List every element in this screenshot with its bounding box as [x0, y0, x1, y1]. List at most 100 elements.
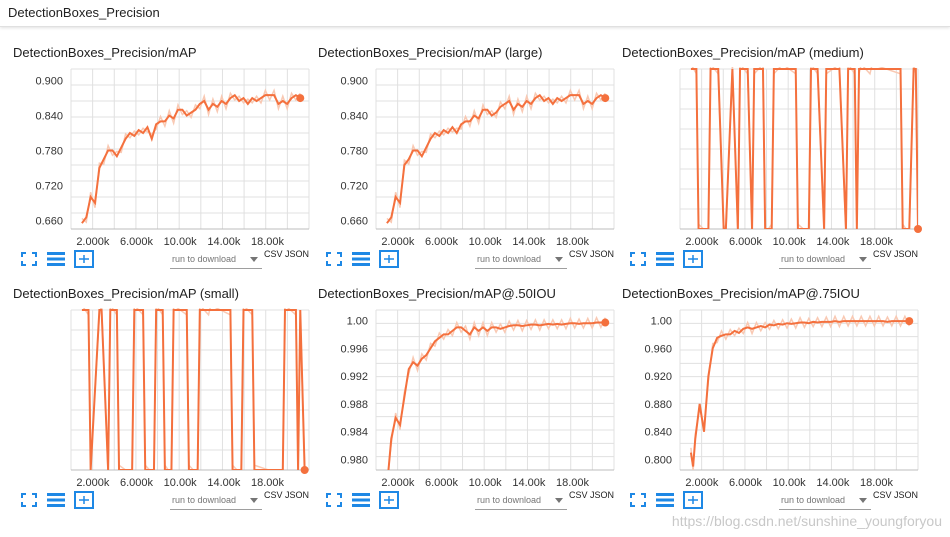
download-run-select[interactable]: run to download — [170, 248, 262, 269]
toggle-y-log-icon[interactable] — [351, 491, 371, 509]
x-tick-label: 6.000k — [729, 236, 763, 248]
fullscreen-icon[interactable] — [19, 491, 39, 509]
chart-svg: 2.000k 6.000k 10.00k 14.00k 18.00k — [70, 308, 310, 489]
chart-svg: 2.000k 6.000k 10.00k 14.00k 18.00k — [679, 67, 922, 248]
series-end-point — [296, 94, 305, 103]
x-tick-label: 10.00k — [469, 477, 503, 489]
toggle-y-log-icon[interactable] — [46, 250, 66, 268]
card-toolbar: run to download CSV JSON — [622, 485, 922, 515]
y-tick-label: 0.960 — [644, 343, 672, 355]
chart-title: DetectionBoxes_Precision/mAP (large) — [318, 45, 543, 60]
y-tick-label: 0.660 — [35, 215, 63, 227]
toggle-y-log-icon[interactable] — [655, 250, 675, 268]
x-tick-label: 10.00k — [164, 477, 198, 489]
download-run-select[interactable]: run to download — [170, 489, 262, 510]
x-tick-label: 14.00k — [816, 477, 850, 489]
chart-svg: 1.00 0.996 0.992 0.988 0.984 0.980 2.000k 6.000… — [340, 309, 615, 489]
x-tick-label: 18.00k — [556, 236, 590, 248]
csv-link[interactable]: CSV — [569, 490, 588, 500]
x-tick-label: 10.00k — [773, 477, 807, 489]
json-link[interactable]: JSON — [590, 490, 615, 500]
download-run-select[interactable]: run to download — [779, 248, 871, 269]
y-tick-label: 0.780 — [35, 145, 63, 157]
csv-link[interactable]: CSV — [264, 249, 283, 259]
x-tick-label: 14.00k — [816, 236, 850, 248]
x-tick-label: 18.00k — [556, 477, 590, 489]
x-tick-label: 6.000k — [729, 477, 763, 489]
series-line — [690, 68, 918, 229]
y-tick-label: 0.920 — [644, 371, 672, 383]
y-tick-label: 1.00 — [651, 315, 672, 327]
card-toolbar: run to download CSV JSON — [13, 485, 313, 515]
x-tick-label: 10.00k — [164, 236, 198, 248]
y-tick-label: 0.980 — [340, 455, 368, 467]
fullscreen-icon[interactable] — [628, 491, 648, 509]
fullscreen-icon[interactable] — [628, 250, 648, 268]
chart-svg: 1.00 0.960 0.920 0.880 0.840 0.800 2.000k 6.000… — [644, 309, 919, 489]
watermark: https://blog.csdn.net/sunshine_youngfory… — [671, 513, 942, 529]
json-link[interactable]: JSON — [285, 490, 310, 500]
chevron-down-icon — [250, 498, 258, 503]
chart-card-map-medium: DetectionBoxes_Precision/mAP (medium) 2.… — [622, 45, 922, 275]
y-tick-label: 0.800 — [644, 455, 672, 467]
y-tick-label: 0.988 — [340, 399, 368, 411]
fit-domain-icon[interactable] — [74, 250, 94, 268]
series-line — [689, 320, 910, 467]
download-placeholder: run to download — [477, 495, 542, 505]
x-tick-label: 10.00k — [773, 236, 807, 248]
x-tick-label: 6.000k — [425, 477, 459, 489]
download-placeholder: run to download — [781, 254, 846, 264]
json-link[interactable]: JSON — [894, 249, 919, 259]
fullscreen-icon[interactable] — [19, 250, 39, 268]
fit-domain-icon[interactable] — [379, 250, 399, 268]
y-tick-label: 0.780 — [340, 145, 368, 157]
chart-title: DetectionBoxes_Precision/mAP@.75IOU — [622, 286, 860, 301]
chevron-down-icon — [555, 257, 563, 262]
series-line — [81, 93, 301, 224]
csv-link[interactable]: CSV — [264, 490, 283, 500]
y-tick-label: 0.840 — [644, 427, 672, 439]
chevron-down-icon — [859, 257, 867, 262]
download-run-select[interactable]: run to download — [475, 248, 567, 269]
series-line — [386, 93, 606, 224]
y-tick-label: 1.00 — [347, 315, 368, 327]
fullscreen-icon[interactable] — [324, 250, 344, 268]
csv-link[interactable]: CSV — [873, 249, 892, 259]
y-tick-label: 0.984 — [340, 427, 368, 439]
x-tick-label: 2.000k — [685, 477, 719, 489]
x-tick-label: 2.000k — [685, 236, 719, 248]
x-tick-label: 14.00k — [207, 236, 241, 248]
series-end-point — [914, 225, 922, 233]
download-run-select[interactable]: run to download — [475, 489, 567, 510]
series-line — [387, 321, 606, 470]
x-tick-label: 6.000k — [120, 236, 154, 248]
json-link[interactable]: JSON — [894, 490, 919, 500]
toggle-y-log-icon[interactable] — [655, 491, 675, 509]
chart-card-map-large: DetectionBoxes_Precision/mAP (large) 0.9… — [318, 45, 618, 275]
fit-domain-icon[interactable] — [74, 491, 94, 509]
fit-domain-icon[interactable] — [683, 491, 703, 509]
fit-domain-icon[interactable] — [683, 250, 703, 268]
y-tick-label: 0.996 — [340, 343, 368, 355]
csv-link[interactable]: CSV — [569, 249, 588, 259]
y-tick-label: 0.900 — [35, 76, 63, 88]
csv-link[interactable]: CSV — [873, 490, 892, 500]
header-title: DetectionBoxes_Precision — [8, 5, 160, 20]
fullscreen-icon[interactable] — [324, 491, 344, 509]
card-toolbar: run to download CSV JSON — [622, 244, 922, 274]
y-tick-label: 0.720 — [340, 180, 368, 192]
download-placeholder: run to download — [477, 254, 542, 264]
chart-title: DetectionBoxes_Precision/mAP — [13, 45, 197, 60]
chevron-down-icon — [859, 498, 867, 503]
json-link[interactable]: JSON — [285, 249, 310, 259]
x-tick-label: 6.000k — [120, 477, 154, 489]
chart-card-map-75iou: DetectionBoxes_Precision/mAP@.75IOU 1.00… — [622, 286, 922, 516]
x-tick-label: 18.00k — [860, 236, 894, 248]
fit-domain-icon[interactable] — [379, 491, 399, 509]
x-tick-label: 2.000k — [76, 477, 110, 489]
chart-title: DetectionBoxes_Precision/mAP (medium) — [622, 45, 864, 60]
json-link[interactable]: JSON — [590, 249, 615, 259]
download-run-select[interactable]: run to download — [779, 489, 871, 510]
toggle-y-log-icon[interactable] — [351, 250, 371, 268]
toggle-y-log-icon[interactable] — [46, 491, 66, 509]
